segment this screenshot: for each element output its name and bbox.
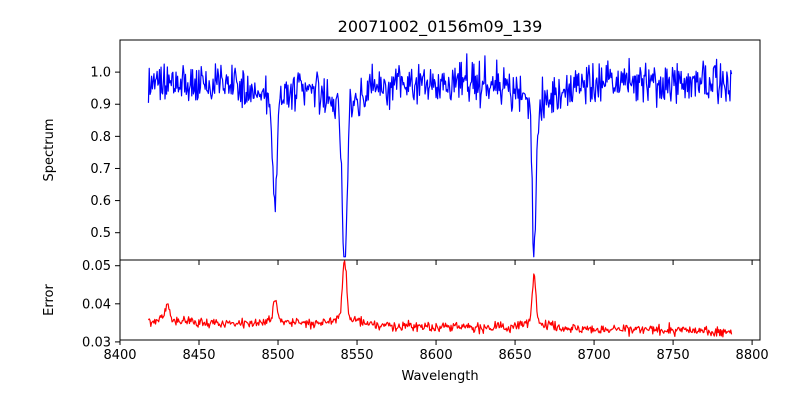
error-panel: 0.03 0.04 0.05 8400 8450 8500 8550 8600 8650 870… xyxy=(42,259,769,384)
error-y-tick-label: 0.05 xyxy=(82,259,111,274)
error-series-layer xyxy=(147,260,733,338)
spectrum-x-ticks xyxy=(119,260,753,265)
error-x-axis: 8400 8450 8500 8550 8600 8650 8700 8750 8800 xyxy=(103,340,769,363)
spectrum-y-tick-label: 0.7 xyxy=(90,162,111,177)
error-x-tick-label: 8450 xyxy=(182,348,215,363)
spectrum-y-tick-label: 0.5 xyxy=(90,226,111,241)
spectrum-y-tick-label: 1.0 xyxy=(90,66,111,81)
error-x-tick-label: 8700 xyxy=(578,348,611,363)
error-x-tick-label: 8600 xyxy=(420,348,453,363)
spectrum-line xyxy=(147,53,733,258)
error-x-tick-label: 8650 xyxy=(499,348,532,363)
spectrum-series-layer xyxy=(147,53,733,258)
error-line xyxy=(147,260,733,338)
error-y-tick-label: 0.03 xyxy=(82,335,111,350)
spectrum-y-axis: 0.5 0.6 0.7 0.8 0.9 1.0 xyxy=(90,66,120,241)
error-x-tick-label: 8550 xyxy=(340,348,373,363)
spectrum-y-tick-label: 0.9 xyxy=(90,98,111,113)
error-x-tick-label: 8800 xyxy=(736,348,769,363)
error-x-tick-label: 8400 xyxy=(103,348,136,363)
x-axis-label: Wavelength xyxy=(401,369,478,384)
spectrum-y-tick-label: 0.8 xyxy=(90,130,111,145)
error-y-axis: 0.03 0.04 0.05 xyxy=(82,259,120,350)
chart-title: 20071002_0156m09_139 xyxy=(338,17,543,37)
error-y-tick-label: 0.04 xyxy=(82,297,111,312)
error-x-tick-label: 8500 xyxy=(261,348,294,363)
error-plot-frame xyxy=(119,259,761,341)
spectrum-y-axis-label: Spectrum xyxy=(42,119,57,182)
error-x-tick-label: 8750 xyxy=(657,348,690,363)
spectrum-y-tick-label: 0.6 xyxy=(90,194,111,209)
error-y-axis-label: Error xyxy=(42,284,57,316)
